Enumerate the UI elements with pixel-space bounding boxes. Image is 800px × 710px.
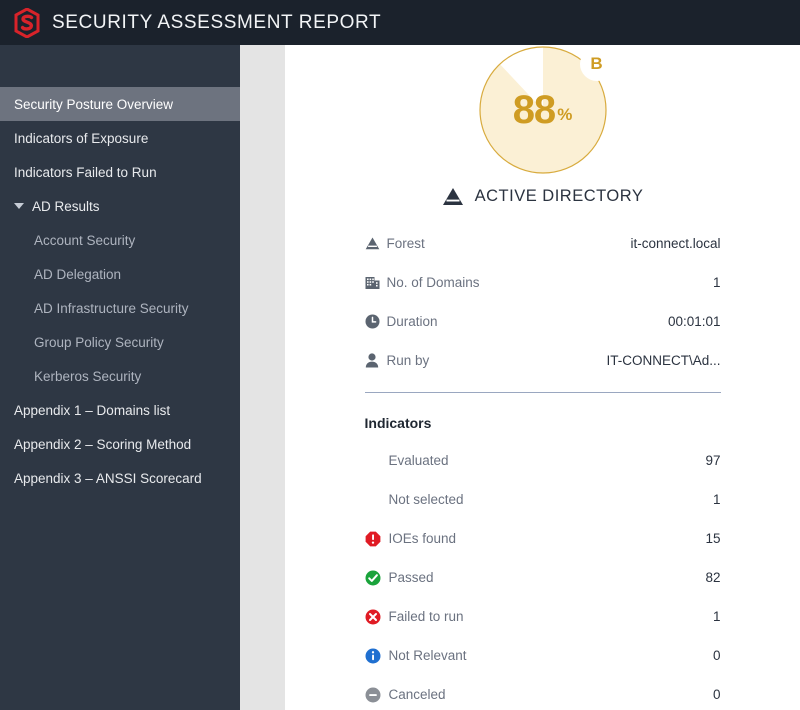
security-score-chart: 88 % B	[478, 45, 614, 175]
score-number: 88	[512, 88, 556, 132]
sidebar-item-label: AD Delegation	[34, 266, 122, 282]
indicator-row-canceled: Canceled 0	[365, 675, 721, 710]
info-label: No. of Domains	[386, 275, 480, 290]
info-row-forest: Forest it-connect.local	[365, 224, 721, 263]
sidebar-item-appendix-2-scoring-method[interactable]: Appendix 2 – Scoring Method	[0, 427, 240, 461]
active-directory-heading: ACTIVE DIRECTORY	[285, 187, 800, 206]
indicator-label: Not selected	[388, 492, 464, 507]
info-label: Run by	[386, 353, 430, 368]
score-pie	[478, 46, 607, 174]
info-value: 00:01:01	[667, 314, 721, 329]
indicator-value: 1	[712, 492, 721, 507]
indicator-label: Passed	[388, 570, 434, 585]
minus-circle-icon	[365, 687, 389, 703]
info-value: 1	[712, 275, 721, 290]
indicator-label: Evaluated	[388, 453, 449, 468]
sidebar-item-ad-delegation[interactable]: AD Delegation	[0, 257, 240, 291]
sidebar-item-appendix-1-domains-list[interactable]: Appendix 1 – Domains list	[0, 393, 240, 427]
info-row-duration: Duration 00:01:01	[365, 302, 721, 341]
sidebar-item-label: Group Policy Security	[34, 334, 164, 350]
content-gutter	[240, 45, 285, 710]
indicator-value: 97	[705, 453, 721, 468]
sidebar-item-ad-results[interactable]: AD Results	[0, 189, 240, 223]
sidebar-item-indicators-of-exposure[interactable]: Indicators of Exposure	[0, 121, 240, 155]
indicator-row-not-selected: Not selected 1	[365, 480, 721, 519]
indicator-value: 0	[712, 687, 721, 702]
info-value: IT-CONNECT\Ad...	[606, 353, 721, 368]
score-grade-badge: B	[579, 47, 614, 81]
clock-icon	[365, 314, 387, 329]
sidebar-item-label: Appendix 3 – ANSSI Scorecard	[14, 470, 202, 486]
info-row-run-by: Run by IT-CONNECT\Ad...	[365, 341, 721, 380]
info-row-no-of-domains: No. of Domains 1	[365, 263, 721, 302]
indicator-row-evaluated: Evaluated 97	[365, 441, 721, 480]
indicator-label: Failed to run	[388, 609, 464, 624]
indicator-label: IOEs found	[388, 531, 457, 546]
indicator-row-passed: Passed 82	[365, 558, 721, 597]
sidebar-item-label: Appendix 1 – Domains list	[14, 402, 171, 418]
indicators-section-title: Indicators	[364, 415, 432, 431]
indicator-value: 1	[712, 609, 721, 624]
indicator-value: 82	[705, 570, 721, 585]
hexagon-s-logo-icon	[14, 7, 40, 38]
user-icon	[365, 353, 387, 368]
sidebar-item-indicators-failed-to-run[interactable]: Indicators Failed to Run	[0, 155, 240, 189]
sidebar-item-appendix-3-anssi-scorecard[interactable]: Appendix 3 – ANSSI Scorecard	[0, 461, 240, 495]
sidebar-item-label: AD Results	[32, 198, 100, 214]
info-label: Forest	[386, 236, 425, 251]
sidebar-item-label: Account Security	[34, 232, 136, 248]
sidebar-item-security-posture-overview[interactable]: Security Posture Overview	[0, 87, 240, 121]
alert-octagon-icon	[365, 531, 389, 547]
section-divider	[364, 392, 721, 393]
info-label: Duration	[386, 314, 438, 329]
forest-triangle-icon	[365, 237, 387, 250]
sidebar-item-label: Indicators Failed to Run	[14, 164, 157, 180]
info-value: it-connect.local	[630, 236, 721, 251]
chevron-down-icon[interactable]	[14, 203, 24, 209]
check-circle-icon	[365, 570, 389, 586]
report-info-table: Forest it-connect.local	[365, 224, 721, 380]
domains-building-icon	[365, 276, 387, 290]
page-title: SECURITY ASSESSMENT REPORT	[52, 11, 382, 33]
indicator-row-not-relevant: Not Relevant 0	[365, 636, 721, 675]
active-directory-label: ACTIVE DIRECTORY	[474, 187, 644, 205]
x-circle-icon	[365, 609, 389, 625]
sidebar-item-label: AD Infrastructure Security	[34, 300, 189, 316]
report-content: 88 % B ACTIVE DIRECTORY For	[285, 45, 800, 710]
indicator-value: 0	[712, 648, 721, 663]
indicator-row-failed-to-run: Failed to run 1	[365, 597, 721, 636]
sidebar-item-label: Indicators of Exposure	[14, 130, 149, 146]
active-directory-triangle-icon	[442, 188, 463, 205]
sidebar-item-group-policy-security[interactable]: Group Policy Security	[0, 325, 240, 359]
info-circle-icon	[365, 648, 389, 664]
sidebar-item-label: Security Posture Overview	[14, 96, 174, 112]
sidebar-item-label: Kerberos Security	[34, 368, 142, 384]
indicator-label: Canceled	[388, 687, 446, 702]
indicator-row-ioes-found: IOEs found 15	[365, 519, 721, 558]
indicator-value: 15	[705, 531, 721, 546]
indicator-label: Not Relevant	[388, 648, 467, 663]
sidebar-item-kerberos-security[interactable]: Kerberos Security	[0, 359, 240, 393]
app-header: SECURITY ASSESSMENT REPORT	[0, 0, 800, 45]
score-value-group: 88 %	[478, 45, 608, 175]
score-percent-symbol: %	[557, 105, 573, 124]
sidebar-nav: Security Posture Overview Indicators of …	[0, 45, 240, 710]
sidebar-item-ad-infrastructure-security[interactable]: AD Infrastructure Security	[0, 291, 240, 325]
sidebar-item-label: Appendix 2 – Scoring Method	[14, 436, 192, 452]
indicators-table: Evaluated 97 Not selected 1 IOEs found 1…	[365, 441, 721, 710]
sidebar-item-account-security[interactable]: Account Security	[0, 223, 240, 257]
